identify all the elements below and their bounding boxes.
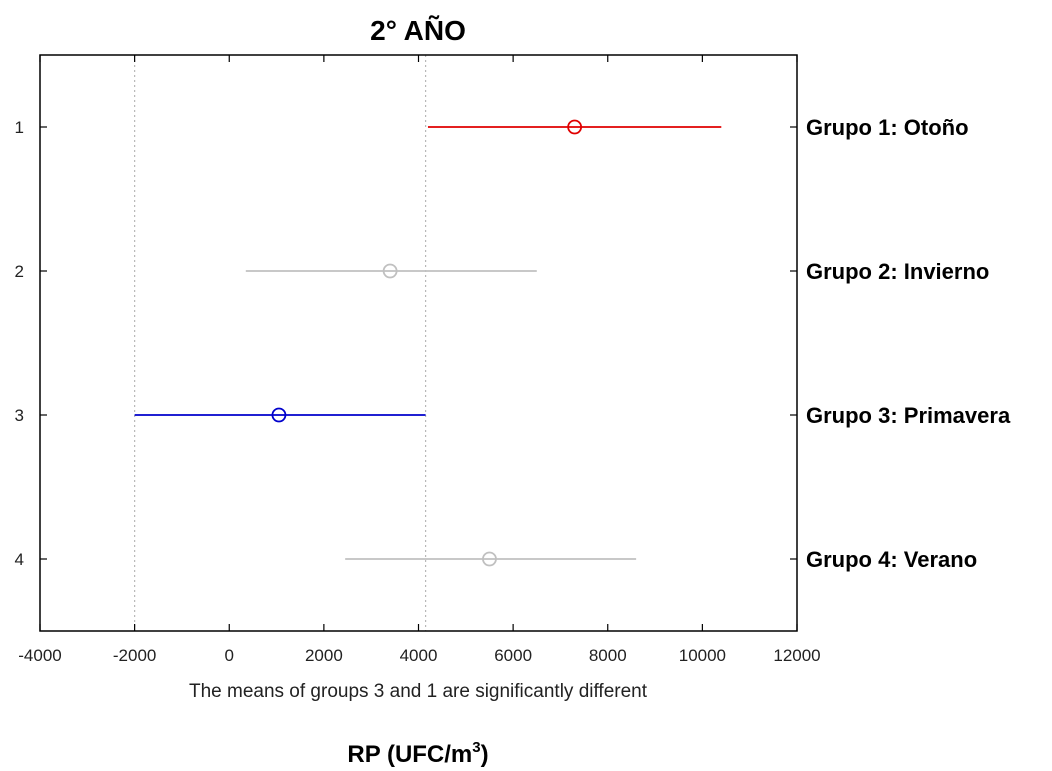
- y-tick-label: 1: [15, 118, 24, 137]
- reference-lines: [134, 55, 427, 631]
- y-tick-labels: 1 2 3 4: [15, 118, 24, 569]
- x-tick-label: 6000: [494, 646, 532, 665]
- group-label: Grupo 3: Primavera: [806, 403, 1011, 428]
- y-tick-label: 4: [15, 550, 24, 569]
- plot-frame: [39, 54, 798, 632]
- y-tick-label: 2: [15, 262, 24, 281]
- chart-title: 2° AÑO: [370, 15, 466, 46]
- significance-note: The means of groups 3 and 1 are signific…: [189, 681, 648, 702]
- x-tick-label: 12000: [773, 646, 820, 665]
- mean-marker: [482, 551, 497, 567]
- x-tick-labels: -4000 -2000 0 2000 4000 6000 8000 10000 12000: [18, 646, 820, 665]
- x-tick-label: 4000: [400, 646, 438, 665]
- y-tick-label: 3: [15, 406, 24, 425]
- x-tick-label: 10000: [679, 646, 726, 665]
- interval-series: [134, 119, 722, 567]
- group-labels: Grupo 1: Otoño Grupo 2: Invierno Grupo 3: …: [806, 115, 1011, 572]
- x-tick-label: 2000: [305, 646, 343, 665]
- x-axis-label-close: ): [481, 741, 489, 768]
- x-tick-label: 8000: [589, 646, 627, 665]
- mean-marker: [271, 407, 287, 423]
- x-tick-label: -2000: [113, 646, 156, 665]
- axis-ticks: [39, 55, 798, 631]
- group-label: Grupo 1: Otoño: [806, 115, 969, 140]
- x-axis-label-sup: 3: [472, 739, 480, 756]
- x-tick-label: 0: [225, 646, 234, 665]
- mean-marker: [567, 119, 583, 135]
- group-label: Grupo 4: Verano: [806, 547, 977, 572]
- x-axis-label-main: RP (UFC/m: [347, 741, 472, 768]
- x-axis-label: RP (UFC/m3): [347, 739, 488, 768]
- group-label: Grupo 2: Invierno: [806, 259, 989, 284]
- mean-marker: [382, 263, 398, 279]
- x-tick-label: -4000: [18, 646, 61, 665]
